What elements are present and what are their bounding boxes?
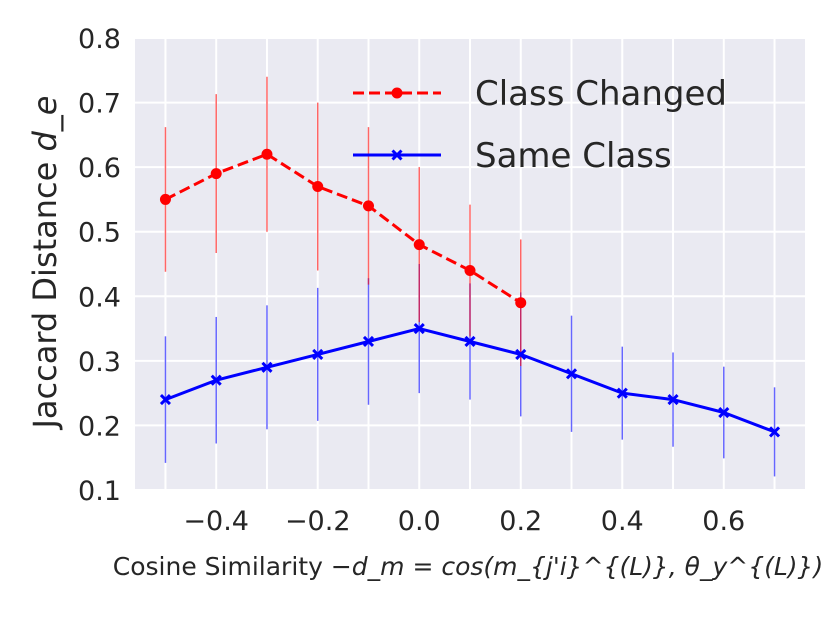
data-point-same-class: [362, 335, 375, 348]
series-line-class-changed: [164, 152, 522, 305]
legend-marker-class-changed: [391, 87, 403, 99]
legend-entry-same-class: Same Class: [353, 136, 672, 176]
x-tick-label: 0.6: [702, 506, 745, 537]
y-tick-label: 0.6: [78, 153, 121, 184]
x-tick-label: −0.2: [285, 506, 351, 537]
y-tick-label: 0.4: [78, 282, 121, 313]
data-point-same-class: [667, 394, 679, 406]
data-point-same-class: [768, 426, 781, 438]
data-point-class-changed: [261, 148, 273, 160]
y-tick-label: 0.7: [78, 89, 121, 120]
y-tick-label: 0.8: [78, 24, 121, 55]
data-point-same-class: [515, 348, 527, 360]
x-tick-label: 0.2: [499, 506, 542, 537]
data-point-same-class: [565, 368, 578, 380]
y-axis-label: Jaccard Distance d_e: [26, 95, 64, 430]
data-point-same-class: [413, 323, 425, 335]
data-point-same-class: [464, 335, 476, 348]
data-point-class-changed: [362, 200, 374, 212]
x-tick-label: 0.0: [398, 506, 441, 537]
legend-entry-class-changed: Class Changed: [353, 74, 727, 114]
data-point-same-class: [616, 387, 628, 399]
x-tick-label: 0.4: [601, 506, 644, 537]
data-point-same-class: [261, 361, 273, 373]
data-point-class-changed: [159, 193, 171, 205]
data-point-same-class: [312, 348, 324, 360]
y-tick-label: 0.2: [78, 411, 121, 442]
legend-label-same-class: Same Class: [475, 136, 672, 176]
data-point-class-changed: [464, 264, 476, 276]
y-tick-labels: 0.1 0.2 0.3 0.4 0.5 0.6 0.7 0.8: [78, 24, 121, 507]
y-tick-label: 0.5: [78, 218, 121, 249]
y-tick-label: 0.1: [78, 476, 121, 507]
data-point-class-changed: [210, 168, 222, 180]
data-point-class-changed: [515, 297, 527, 309]
x-axis-label: Cosine Similarity −d_m = cos(m_{j'i}^{(L…: [113, 552, 823, 581]
y-tick-label: 0.3: [78, 347, 121, 378]
data-point-class-changed: [312, 181, 324, 193]
data-point-class-changed: [413, 239, 425, 251]
data-point-same-class: [159, 394, 172, 406]
data-point-same-class: [718, 406, 730, 419]
legend: Class Changed Same Class: [353, 74, 727, 176]
legend-marker-same-class: [391, 149, 403, 161]
x-tick-label: −0.4: [183, 506, 249, 537]
legend-label-class-changed: Class Changed: [475, 74, 727, 114]
data-point-same-class: [210, 374, 222, 386]
series-markers: [159, 148, 781, 438]
x-tick-labels: −0.4 −0.2 0.0 0.2 0.4 0.6: [183, 506, 745, 537]
